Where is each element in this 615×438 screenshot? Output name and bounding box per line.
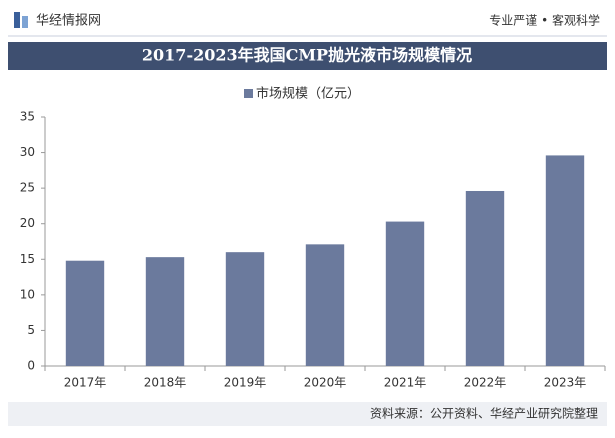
x-tick-label: 2018年 xyxy=(144,376,187,390)
y-tick-label: 10 xyxy=(20,287,35,301)
y-tick-label: 25 xyxy=(20,181,35,195)
bar xyxy=(465,190,505,366)
slogan: 专业严谨 • 客观科学 xyxy=(489,13,600,28)
x-tick-label: 2020年 xyxy=(304,376,347,390)
bar xyxy=(305,244,345,366)
bar xyxy=(225,252,265,366)
bar xyxy=(145,257,185,366)
y-tick-label: 20 xyxy=(20,216,35,230)
footer-bar xyxy=(8,402,607,426)
title-bar xyxy=(8,42,607,70)
source: 资料来源：公开资料、华经产业研究院整理 xyxy=(370,406,598,421)
bar xyxy=(545,155,585,366)
brand: 华经情报网 xyxy=(36,14,101,29)
y-tick-label: 30 xyxy=(20,145,35,159)
chart-title: 2017-2023年我国CMP抛光液市场规模情况 xyxy=(142,46,472,65)
bar xyxy=(385,221,425,366)
y-tick-label: 35 xyxy=(20,110,35,124)
logo xyxy=(22,16,28,28)
legend-label: 市场规模（亿元） xyxy=(256,86,360,102)
bar xyxy=(65,260,105,366)
y-tick-label: 15 xyxy=(20,252,35,266)
x-tick-label: 2023年 xyxy=(544,376,587,390)
x-tick-label: 2017年 xyxy=(64,376,107,390)
y-tick-label: 0 xyxy=(27,359,35,373)
x-tick-label: 2019年 xyxy=(224,376,267,390)
y-tick-label: 5 xyxy=(27,323,35,337)
logo xyxy=(14,12,20,28)
x-tick-label: 2022年 xyxy=(464,376,507,390)
x-tick-label: 2021年 xyxy=(384,376,427,390)
legend-swatch xyxy=(244,89,253,98)
